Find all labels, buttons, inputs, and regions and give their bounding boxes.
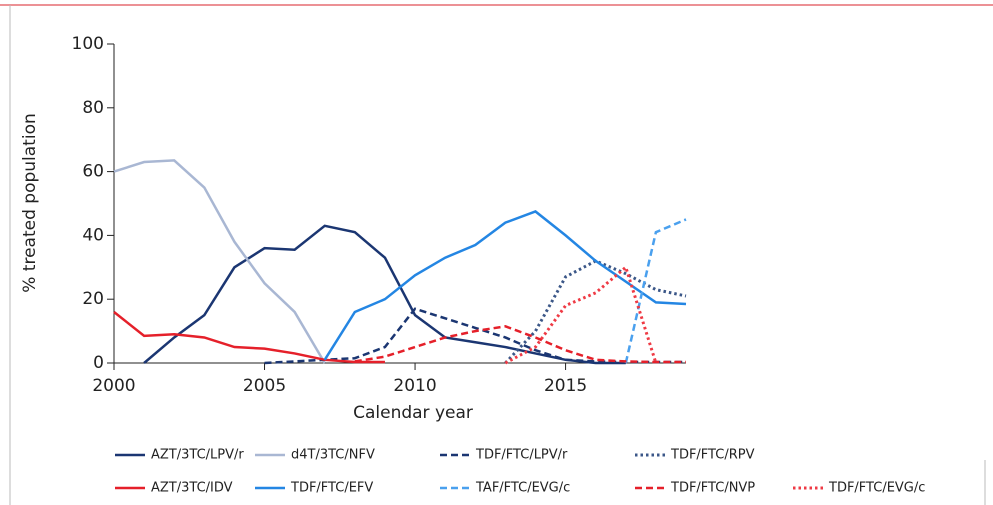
legend-label: AZT/3TC/IDV — [151, 481, 233, 496]
y-axis-label: % treated population — [20, 113, 40, 293]
x-tick-label: 2015 — [544, 376, 587, 396]
series-line — [143, 224, 626, 365]
legend-label: TDF/FTC/EVG/c — [828, 481, 925, 496]
legend-label: TAF/FTC/EVG/c — [475, 481, 570, 496]
y-tick-label: 100 — [72, 34, 104, 54]
series-line — [504, 259, 687, 365]
series-line — [323, 210, 687, 361]
x-tick-label: 2010 — [393, 376, 436, 396]
y-tick-label: 0 — [93, 353, 104, 373]
series-line — [264, 307, 686, 365]
series-line — [624, 218, 687, 364]
legend-label: TDF/FTC/LPV/r — [475, 448, 568, 463]
legend-label: d4T/3TC/NFV — [291, 448, 375, 463]
legend-label: AZT/3TC/LPV/r — [151, 448, 244, 463]
legend-label: TDF/FTC/EFV — [290, 481, 373, 496]
y-tick-label: 20 — [82, 289, 104, 309]
x-tick-label: 2005 — [243, 376, 286, 396]
series-line — [354, 325, 686, 364]
legend-label: TDF/FTC/NVP — [670, 481, 755, 496]
legend-label: TDF/FTC/RPV — [670, 448, 755, 463]
series-line — [113, 159, 326, 364]
y-tick-label: 40 — [82, 225, 104, 245]
y-tick-label: 60 — [82, 162, 104, 182]
series-line — [113, 310, 385, 364]
x-tick-label: 2000 — [92, 376, 135, 396]
x-axis-label: Calendar year — [353, 403, 473, 423]
y-tick-label: 80 — [82, 98, 104, 118]
series-line — [504, 264, 658, 365]
